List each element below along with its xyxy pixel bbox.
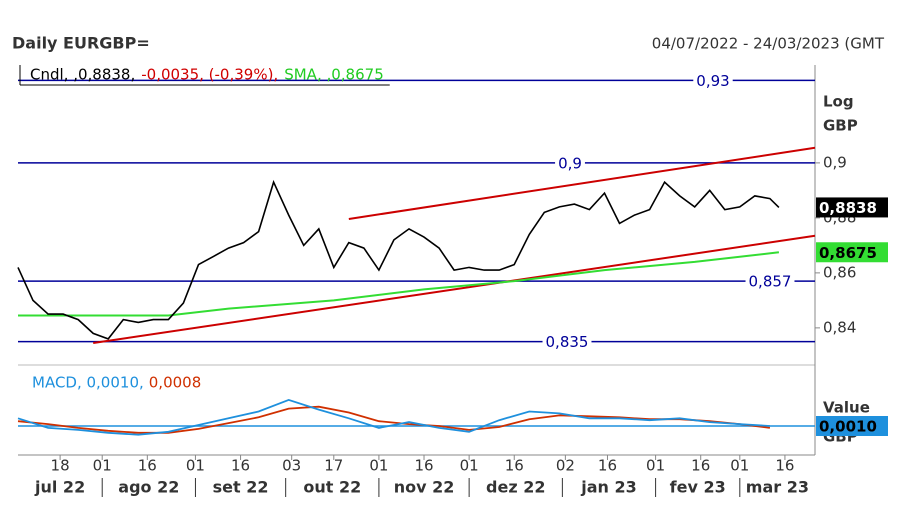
month-label: nov 22 [394,478,455,497]
legend-entry: SMA, ,0,8675 [284,66,384,84]
chart-title: Daily EURGBP= [12,34,150,53]
y-tick-label: 0,9 [823,153,847,171]
month-label: set 22 [213,478,269,497]
level-label: 0,93 [696,72,729,90]
month-label: fev 23 [670,478,726,497]
x-tick-label: 16 [598,457,617,475]
x-tick-label: 16 [505,457,524,475]
x-tick-label: 17 [324,457,343,475]
macd-value-box [816,416,888,436]
level-label: 0,857 [749,273,792,291]
last-value-label: 0,8838 [819,199,877,217]
x-tick-label: 16 [691,457,710,475]
level-label-bg [555,154,585,173]
legend-entry: -0,0035, (-0,39%), [141,66,278,84]
month-label: jan 23 [580,478,637,497]
last-value-box [816,197,888,218]
trend-line [93,234,816,344]
macd-line [17,398,770,436]
legend-entry: Cndl, ,0,8838, [30,66,135,84]
level-label-bg [542,333,592,352]
date-range: 04/07/2022 - 24/03/2023 (GMT [652,35,885,53]
month-label: dez 22 [486,478,545,497]
y-axis-label: GBP [823,117,858,135]
x-tick-label: 01 [730,457,749,475]
x-tick-label: 01 [93,457,112,475]
price-line [18,251,780,317]
level-label-bg [693,71,733,90]
x-tick-label: 18 [51,457,70,475]
macd-legend: MACD, 0,0010, [32,374,144,392]
x-tick-label: 01 [646,457,665,475]
last-value-label: 0,8675 [819,244,877,262]
level-label: 0,9 [558,154,582,172]
macd-axis-label: Value [823,399,870,417]
month-label: mar 23 [746,478,809,497]
x-tick-label: 03 [282,457,301,475]
y-tick-label: 0,86 [823,263,856,281]
level-label-bg [745,272,795,291]
macd-value-label: 0,0010 [819,418,877,436]
x-tick-label: 01 [369,457,388,475]
price-line [17,179,780,340]
x-tick-label: 16 [775,457,794,475]
x-tick-label: 16 [414,457,433,475]
x-tick-label: 02 [556,457,575,475]
level-label: 0,835 [546,333,589,351]
month-label: jul 22 [34,478,85,497]
macd-legend: 0,0008 [149,374,202,392]
macd-line [17,405,771,434]
month-label: out 22 [303,478,361,497]
trend-line [348,146,816,220]
x-tick-label: 01 [186,457,205,475]
x-tick-label: 01 [460,457,479,475]
y-axis-label: Log [823,93,854,111]
x-tick-label: 16 [231,457,250,475]
last-value-box [816,242,888,263]
y-tick-label: 0,84 [823,318,856,336]
month-label: ago 22 [118,478,179,497]
x-tick-label: 16 [138,457,157,475]
